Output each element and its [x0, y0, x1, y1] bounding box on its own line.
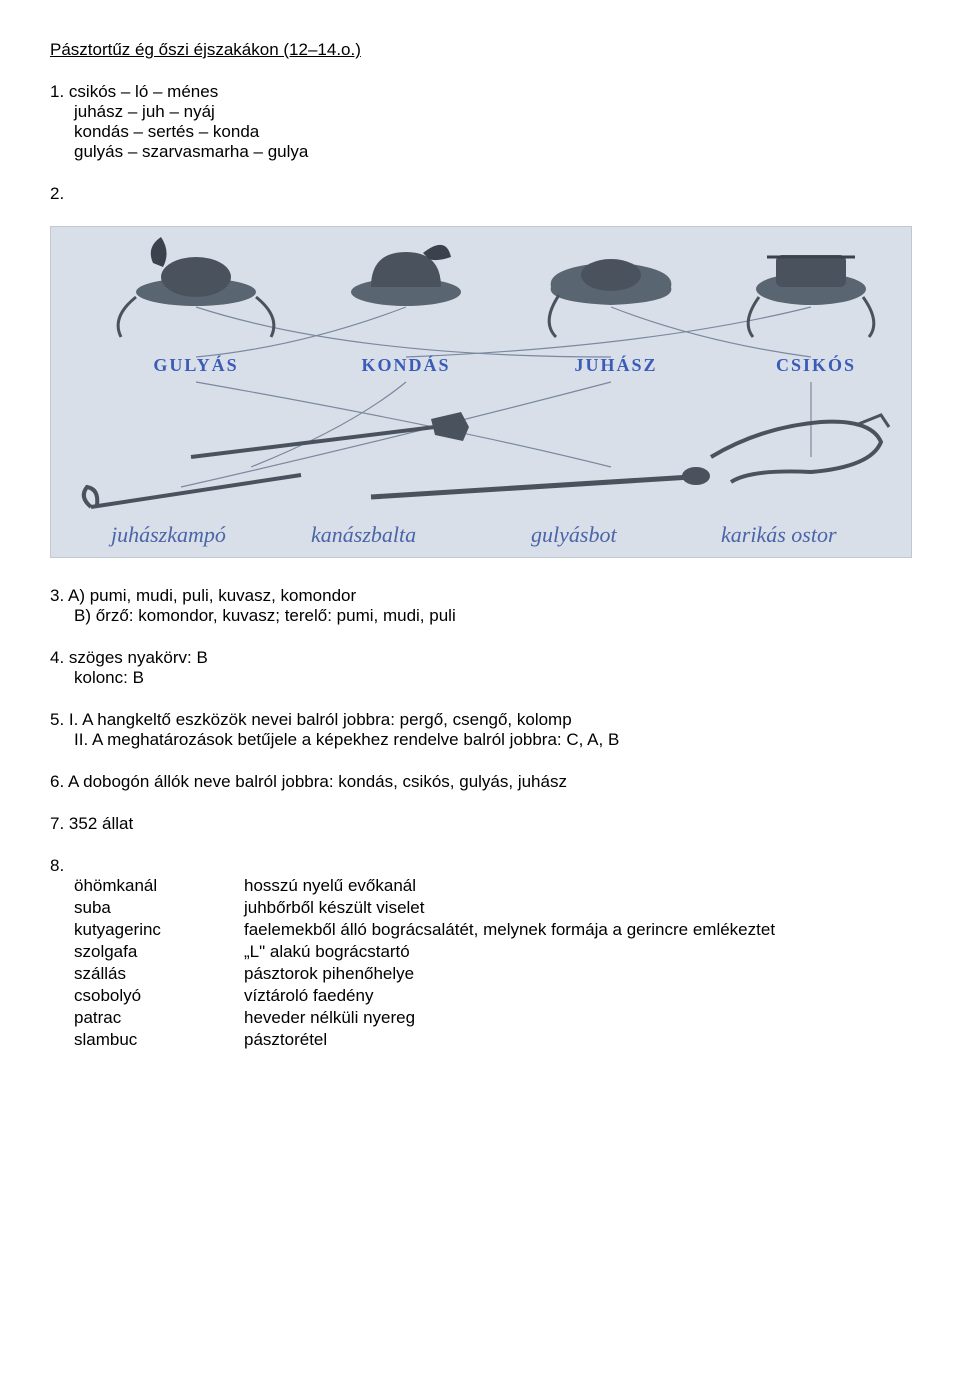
figure-svg [51, 227, 911, 557]
definition-desc: heveder nélküli nyereg [244, 1008, 910, 1028]
q3-block: 3. A) pumi, mudi, puli, kuvasz, komondor… [50, 586, 910, 626]
definition-desc: víztároló faedény [244, 986, 910, 1006]
q3-b: B) őrző: komondor, kuvasz; terelő: pumi,… [74, 606, 910, 626]
q6-text: A dobogón állók neve balról jobbra: kond… [68, 772, 567, 791]
q1-line-1: juhász – juh – nyáj [74, 102, 910, 122]
hat-icon [748, 255, 874, 337]
q1-num: 1. [50, 82, 64, 101]
figure-label: JUHÁSZ [541, 355, 691, 376]
definition-term: szolgafa [74, 942, 244, 962]
hat-icon [351, 245, 461, 306]
matching-figure: GULYÁS KONDÁS JUHÁSZ CSIKÓS juhászkampó … [50, 226, 912, 558]
definition-desc: faelemekből álló bográcsalátét, melynek … [244, 920, 910, 940]
q5-num: 5. [50, 710, 64, 729]
q5-l2: II. A meghatározások betűjele a képekhez… [74, 730, 910, 750]
tool-label-kanaszbalta: kanászbalta [311, 522, 416, 548]
definition-row: szálláspásztorok pihenőhelye [50, 964, 910, 984]
q6-num: 6. [50, 772, 64, 791]
tool-label-gulyasbot: gulyásbot [531, 522, 617, 548]
definition-term: szállás [74, 964, 244, 984]
q2-num: 2. [50, 184, 64, 203]
definition-term: kutyagerinc [74, 920, 244, 940]
q4-l2: kolonc: B [74, 668, 910, 688]
definition-row: slambucpásztorétel [50, 1030, 910, 1050]
q3-num: 3. [50, 586, 64, 605]
figure-label: CSIKÓS [741, 355, 891, 376]
hat-label-juhasz: JUHÁSZ [541, 349, 691, 376]
q6-block: 6. A dobogón állók neve balról jobbra: k… [50, 772, 910, 792]
hat-label-gulyas: GULYÁS [121, 349, 271, 376]
q8-block: 8. öhömkanálhosszú nyelű evőkanálsubajuh… [50, 856, 910, 1050]
page-title: Pásztortűz ég őszi éjszakákon (12–14.o.) [50, 40, 910, 60]
definition-row: patracheveder nélküli nyereg [50, 1008, 910, 1028]
q7-num: 7. [50, 814, 64, 833]
definition-term: patrac [74, 1008, 244, 1028]
figure-label: KONDÁS [331, 355, 481, 376]
definition-term: slambuc [74, 1030, 244, 1050]
q5-block: 5. I. A hangkeltő eszközök nevei balról … [50, 710, 910, 750]
q7-block: 7. 352 állat [50, 814, 910, 834]
hat-icon [549, 259, 671, 337]
definition-row: subajuhbőrből készült viselet [50, 898, 910, 918]
q1-line-0: csikós – ló – ménes [69, 82, 218, 101]
definition-term: suba [74, 898, 244, 918]
q2-block: 2. [50, 184, 910, 204]
definition-desc: „L" alakú bográcstartó [244, 942, 910, 962]
hat-label-csikos: CSIKÓS [741, 349, 891, 376]
definition-row: kutyagerincfaelemekből álló bográcsaláté… [50, 920, 910, 940]
tool-icon [84, 475, 301, 507]
definition-row: öhömkanálhosszú nyelű evőkanál [50, 876, 910, 896]
q4-l1: szöges nyakörv: B [69, 648, 208, 667]
q1-line-3: gulyás – szarvasmarha – gulya [74, 142, 910, 162]
definition-desc: pásztorok pihenőhelye [244, 964, 910, 984]
tool-icon [711, 415, 889, 482]
definition-list: öhömkanálhosszú nyelű evőkanálsubajuhbőr… [50, 876, 910, 1050]
tool-icon [191, 412, 469, 457]
q5-l1: I. A hangkeltő eszközök nevei balról job… [69, 710, 572, 729]
definition-term: csobolyó [74, 986, 244, 1006]
tool-label-karikasostor: karikás ostor [721, 522, 837, 548]
q1-block: 1. csikós – ló – ménes juhász – juh – ny… [50, 82, 910, 162]
tool-label-juhaszkampo: juhászkampó [111, 522, 226, 548]
definition-row: szolgafa„L" alakú bográcstartó [50, 942, 910, 962]
definition-row: csobolyóvíztároló faedény [50, 986, 910, 1006]
q3-a: A) pumi, mudi, puli, kuvasz, komondor [68, 586, 356, 605]
definition-desc: pásztorétel [244, 1030, 910, 1050]
definition-term: öhömkanál [74, 876, 244, 896]
definition-desc: hosszú nyelű evőkanál [244, 876, 910, 896]
figure-label: GULYÁS [121, 355, 271, 376]
tool-icon [371, 467, 710, 497]
q7-text: 352 állat [69, 814, 133, 833]
q8-num: 8. [50, 856, 64, 875]
hat-label-kondas: KONDÁS [331, 349, 481, 376]
q4-num: 4. [50, 648, 64, 667]
definition-desc: juhbőrből készült viselet [244, 898, 910, 918]
q4-block: 4. szöges nyakörv: B kolonc: B [50, 648, 910, 688]
q1-line-2: kondás – sertés – konda [74, 122, 910, 142]
